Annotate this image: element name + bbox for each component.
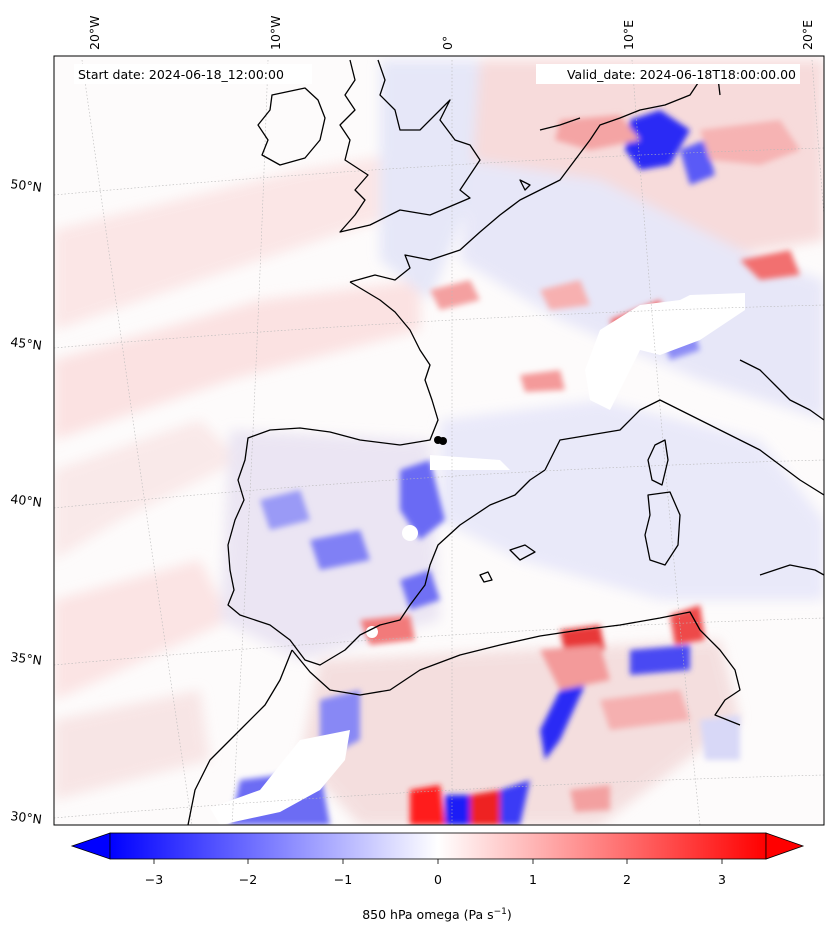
- colorbar-tick-label: 3: [718, 872, 726, 887]
- station-marker: [439, 437, 447, 445]
- colorbar-tick-label: −1: [334, 872, 352, 887]
- longitude-labels: 20°W 10°W 0° 10°E 20°E: [87, 15, 815, 50]
- lon-label: 20°E: [800, 20, 815, 50]
- colorbar-label: 850 hPa omega (Pa s−1): [362, 907, 512, 922]
- colorbar-label-text: 850 hPa omega (Pa s: [362, 907, 493, 922]
- lat-label: 30°N: [10, 808, 43, 827]
- colorbar-label-exponent: −1: [494, 907, 507, 917]
- colorbar-tick-label: 0: [434, 872, 442, 887]
- lon-label: 20°W: [87, 15, 102, 50]
- colorbar-tick-label: −3: [145, 872, 163, 887]
- colorbar-extend-max: [765, 832, 805, 860]
- lat-label: 35°N: [10, 649, 43, 668]
- lon-label: 10°W: [268, 15, 283, 50]
- start-date-label: Start date: 2024-06-18_12:00:00: [78, 67, 284, 82]
- colorbar-extend-min: [70, 832, 111, 860]
- colorbar-label-close: ): [507, 907, 512, 922]
- lat-label: 40°N: [10, 491, 43, 510]
- colorbar: −3 −2 −1 0 1 2 3 850 hPa omega (Pa s−1): [70, 832, 805, 922]
- coastlines: [187, 59, 824, 825]
- valid-date-label: Valid_date: 2024-06-18T18:00:00.00: [567, 67, 796, 82]
- lat-label: 50°N: [10, 176, 43, 195]
- colorbar-tick-label: −2: [239, 872, 257, 887]
- map-border: [53, 55, 825, 826]
- latitude-labels: 50°N 45°N 40°N 35°N 30°N: [10, 176, 43, 827]
- lat-label: 45°N: [10, 334, 43, 353]
- lon-label: 0°: [440, 36, 455, 50]
- map-gridlines: [54, 59, 824, 825]
- omega-field: [54, 56, 824, 825]
- lon-label: 10°E: [621, 20, 636, 50]
- colorbar-tick-label: 1: [529, 872, 537, 887]
- colorbar-tick-label: 2: [623, 872, 631, 887]
- colorbar-gradient: [109, 832, 767, 860]
- location-markers: [434, 436, 447, 445]
